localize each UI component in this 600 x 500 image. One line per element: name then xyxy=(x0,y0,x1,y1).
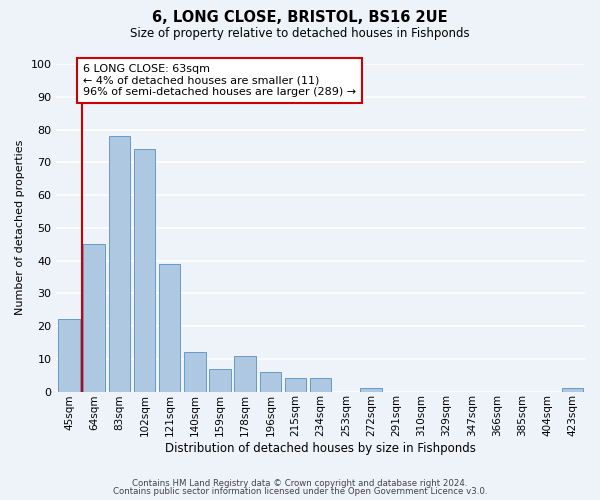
Bar xyxy=(310,378,331,392)
X-axis label: Distribution of detached houses by size in Fishponds: Distribution of detached houses by size … xyxy=(165,442,476,455)
Bar xyxy=(361,388,382,392)
Bar xyxy=(134,149,155,392)
Text: Contains public sector information licensed under the Open Government Licence v3: Contains public sector information licen… xyxy=(113,487,487,496)
Bar xyxy=(235,356,256,392)
Bar xyxy=(285,378,306,392)
Text: 6, LONG CLOSE, BRISTOL, BS16 2UE: 6, LONG CLOSE, BRISTOL, BS16 2UE xyxy=(152,10,448,25)
Bar xyxy=(562,388,583,392)
Bar xyxy=(83,244,105,392)
Text: 6 LONG CLOSE: 63sqm
← 4% of detached houses are smaller (11)
96% of semi-detache: 6 LONG CLOSE: 63sqm ← 4% of detached hou… xyxy=(83,64,356,97)
Bar xyxy=(109,136,130,392)
Text: Size of property relative to detached houses in Fishponds: Size of property relative to detached ho… xyxy=(130,28,470,40)
Bar xyxy=(260,372,281,392)
Bar xyxy=(184,352,206,392)
Bar xyxy=(209,368,231,392)
Y-axis label: Number of detached properties: Number of detached properties xyxy=(15,140,25,316)
Bar xyxy=(58,320,80,392)
Text: Contains HM Land Registry data © Crown copyright and database right 2024.: Contains HM Land Registry data © Crown c… xyxy=(132,478,468,488)
Bar xyxy=(159,264,181,392)
